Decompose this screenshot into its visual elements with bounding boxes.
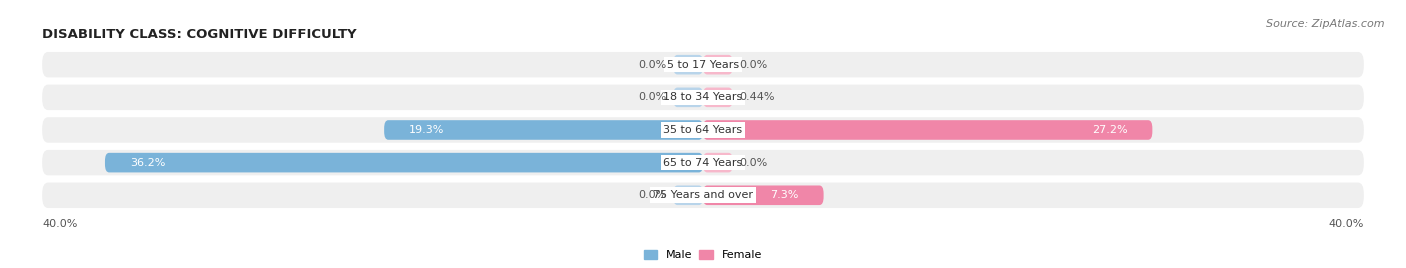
Text: 18 to 34 Years: 18 to 34 Years <box>664 92 742 102</box>
Text: 35 to 64 Years: 35 to 64 Years <box>664 125 742 135</box>
Text: 27.2%: 27.2% <box>1092 125 1128 135</box>
FancyBboxPatch shape <box>42 183 1364 208</box>
FancyBboxPatch shape <box>384 120 703 140</box>
FancyBboxPatch shape <box>703 55 733 75</box>
Text: 5 to 17 Years: 5 to 17 Years <box>666 60 740 70</box>
FancyBboxPatch shape <box>673 185 703 205</box>
Text: 0.0%: 0.0% <box>638 60 666 70</box>
FancyBboxPatch shape <box>703 185 824 205</box>
Text: 0.0%: 0.0% <box>638 92 666 102</box>
Text: 7.3%: 7.3% <box>770 190 799 200</box>
Legend: Male, Female: Male, Female <box>640 245 766 265</box>
FancyBboxPatch shape <box>42 117 1364 143</box>
FancyBboxPatch shape <box>703 120 1153 140</box>
Text: 0.0%: 0.0% <box>638 190 666 200</box>
Text: 0.44%: 0.44% <box>740 92 775 102</box>
FancyBboxPatch shape <box>42 52 1364 77</box>
FancyBboxPatch shape <box>703 153 733 172</box>
FancyBboxPatch shape <box>673 88 703 107</box>
Text: Source: ZipAtlas.com: Source: ZipAtlas.com <box>1267 19 1385 29</box>
FancyBboxPatch shape <box>673 55 703 75</box>
FancyBboxPatch shape <box>42 85 1364 110</box>
FancyBboxPatch shape <box>703 88 733 107</box>
Text: 40.0%: 40.0% <box>1329 219 1364 229</box>
FancyBboxPatch shape <box>105 153 703 172</box>
Text: 0.0%: 0.0% <box>740 60 768 70</box>
Text: 40.0%: 40.0% <box>42 219 77 229</box>
Text: 19.3%: 19.3% <box>409 125 444 135</box>
Text: DISABILITY CLASS: COGNITIVE DIFFICULTY: DISABILITY CLASS: COGNITIVE DIFFICULTY <box>42 28 357 41</box>
Text: 75 Years and over: 75 Years and over <box>652 190 754 200</box>
Text: 0.0%: 0.0% <box>740 158 768 168</box>
Text: 65 to 74 Years: 65 to 74 Years <box>664 158 742 168</box>
FancyBboxPatch shape <box>42 150 1364 175</box>
Text: 36.2%: 36.2% <box>129 158 165 168</box>
